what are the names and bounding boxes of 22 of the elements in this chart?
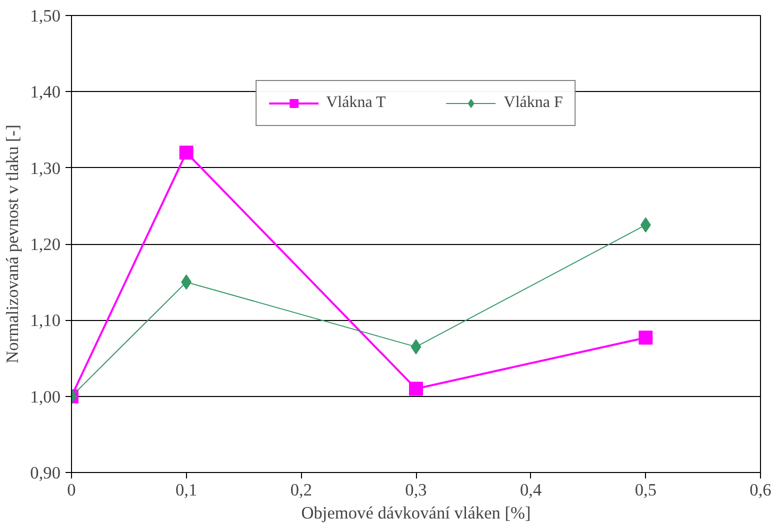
- x-tick-label: 0,2: [290, 480, 312, 500]
- x-tick-label: 0,3: [405, 480, 427, 500]
- x-axis-title: Objemové dávkování vláken [%]: [301, 504, 531, 522]
- point: [409, 382, 423, 396]
- point: [410, 339, 422, 354]
- point: [638, 330, 653, 345]
- x-tick-label: 0,1: [176, 480, 198, 500]
- y-tick-label: 1,50: [30, 6, 61, 26]
- y-axis-title: Normalizovaná pevnost v tlaku [-]: [3, 124, 22, 364]
- y-tick-label: 1,00: [30, 387, 61, 406]
- y-tick-label: 0,90: [30, 464, 61, 482]
- legend-label: Vlákna T: [326, 94, 386, 112]
- y-tick-label: 1,20: [30, 235, 61, 254]
- y-tick-label: 1,40: [30, 82, 61, 102]
- legend-label: Vlákna F: [504, 94, 563, 112]
- y-tick-label: 1,10: [30, 311, 61, 330]
- x-tick-label: 0,4: [520, 480, 542, 500]
- y-tick-label: 1,30: [30, 158, 61, 178]
- x-tick-label: 0,6: [750, 480, 772, 500]
- x-tick-label: 0,5: [634, 480, 657, 500]
- point: [179, 146, 194, 160]
- x-tick-label: 0: [67, 480, 76, 500]
